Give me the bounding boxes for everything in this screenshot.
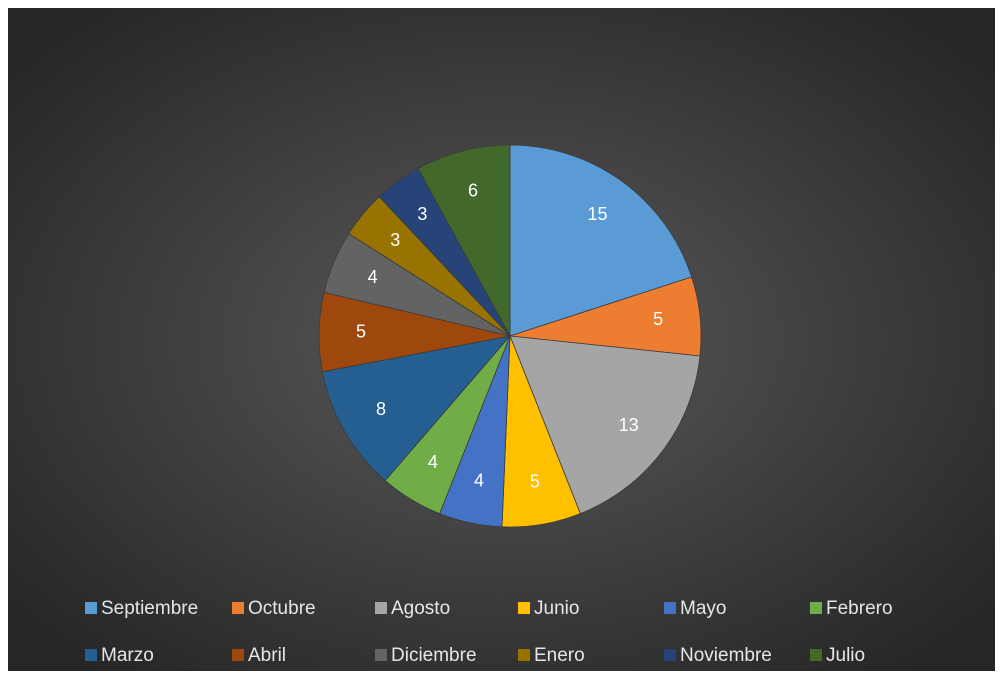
legend-swatch [810, 649, 822, 661]
legend-swatch [810, 602, 822, 614]
legend-swatch [232, 602, 244, 614]
legend-swatch [375, 649, 387, 661]
legend-label: Julio [826, 645, 865, 666]
legend-swatch [664, 602, 676, 614]
legend-swatch [518, 602, 530, 614]
legend-label: Junio [534, 598, 579, 619]
data-label: 4 [368, 267, 378, 287]
legend-label: Abril [248, 645, 286, 666]
legend-label: Marzo [101, 645, 154, 666]
legend-label: Octubre [248, 598, 316, 619]
data-label: 8 [376, 399, 386, 419]
data-label: 4 [474, 470, 484, 490]
data-label: 5 [356, 322, 366, 342]
legend-label: Enero [534, 645, 585, 666]
legend-label: Agosto [391, 598, 450, 619]
data-label: 3 [390, 230, 400, 250]
legend-label: Septiembre [101, 598, 198, 619]
legend-swatch [85, 649, 97, 661]
data-label: 5 [653, 309, 663, 329]
data-label: 15 [588, 204, 608, 224]
pie-slice [509, 144, 693, 337]
legend-swatch [518, 649, 530, 661]
pie-slice [509, 335, 701, 515]
data-label: 5 [530, 472, 540, 492]
legend-label: Mayo [680, 598, 726, 619]
data-label: 4 [428, 452, 438, 472]
legend-label: Noviembre [680, 645, 772, 666]
legend-swatch [85, 602, 97, 614]
data-label: 13 [619, 415, 639, 435]
data-label: 6 [468, 180, 478, 200]
legend: Septiembre Octubre Agosto Junio Mayo Febrero M… [85, 598, 893, 666]
legend-label: Diciembre [391, 645, 477, 666]
legend-swatch [664, 649, 676, 661]
legend-label: Febrero [826, 598, 893, 619]
legend-swatch [375, 602, 387, 614]
pie-slice [417, 144, 511, 337]
legend-swatch [232, 649, 244, 661]
data-label: 3 [417, 204, 427, 224]
pie-slice [321, 335, 512, 482]
